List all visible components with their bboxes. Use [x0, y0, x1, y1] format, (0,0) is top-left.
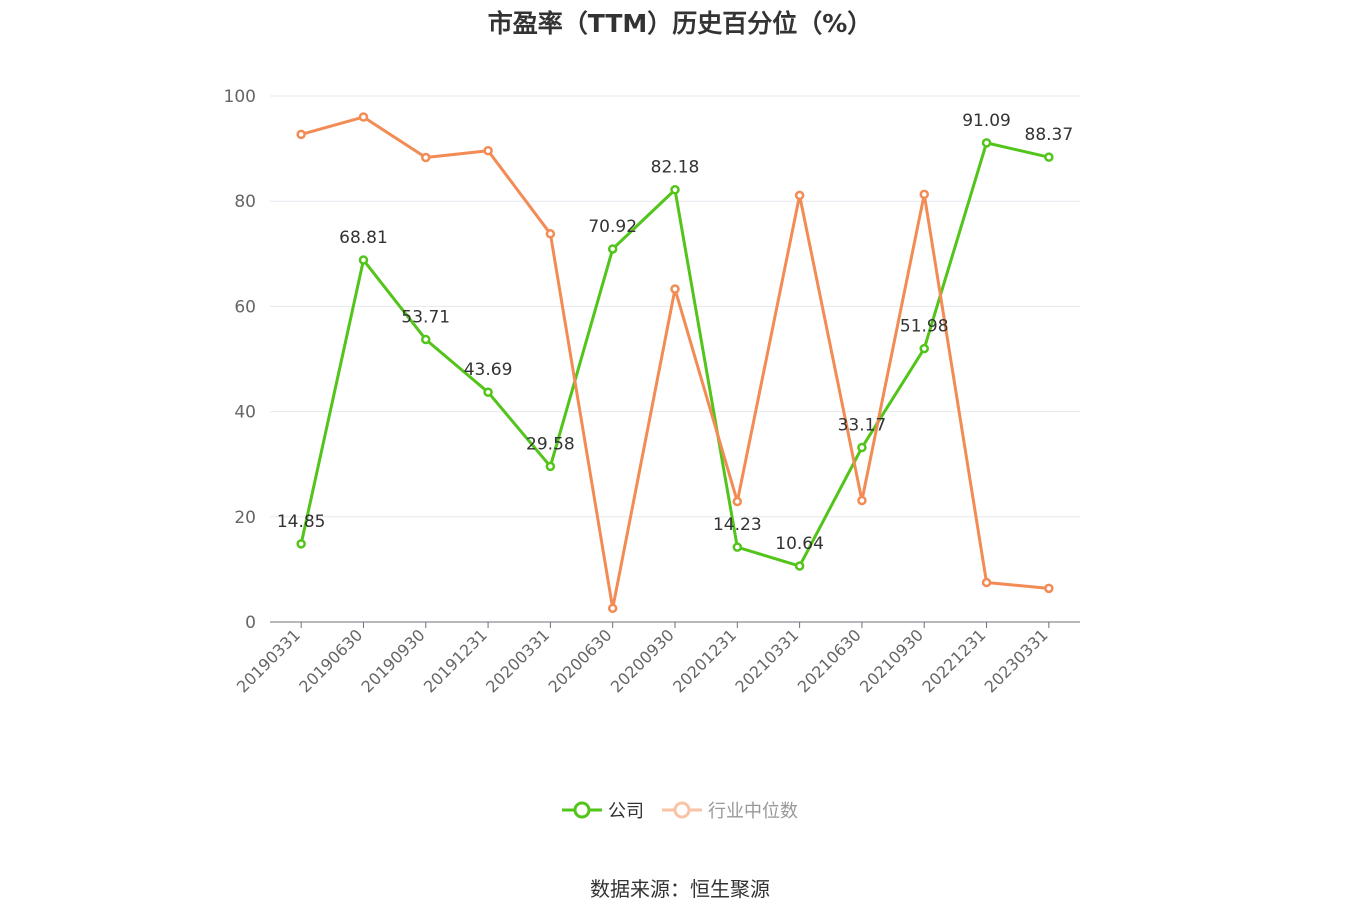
data-point-industry	[358, 112, 369, 122]
data-point-company	[1044, 152, 1054, 162]
data-label: 33.17	[838, 416, 887, 436]
legend-label-company: 公司	[608, 801, 644, 822]
data-point-company	[981, 138, 992, 148]
data-point-industry	[857, 495, 867, 506]
data-point-company	[857, 442, 867, 453]
y-tick-label: 100	[224, 87, 256, 107]
legend-item-company[interactable]: 公司	[562, 797, 644, 823]
data-point-company	[358, 255, 369, 265]
x-tick-label: 20221231	[918, 625, 989, 696]
data-point-company	[483, 387, 493, 397]
data-label: 88.37	[1025, 125, 1074, 145]
y-tick-label: 40	[234, 403, 256, 423]
data-point-company	[607, 244, 618, 254]
x-tick-label: 20200930	[607, 625, 678, 696]
legend-item-industry[interactable]: 行业中位数	[662, 797, 798, 823]
data-point-industry	[296, 129, 306, 140]
data-label: 51.98	[900, 317, 949, 337]
x-tick-label: 20210331	[731, 625, 802, 696]
x-tick-label: 20190630	[295, 625, 366, 696]
x-tick-label: 20190930	[358, 625, 429, 696]
data-label: 14.23	[713, 515, 762, 535]
source-note: 数据来源：恒生聚源	[590, 877, 770, 901]
x-tick-label: 20210930	[856, 625, 927, 696]
data-label: 70.92	[588, 217, 637, 237]
x-tick-label: 20210630	[794, 625, 865, 696]
legend-label-industry: 行业中位数	[708, 801, 798, 822]
data-point-industry	[794, 190, 805, 201]
data-point-company	[421, 334, 431, 345]
data-label: 82.18	[651, 158, 700, 178]
chart-title: 市盈率（TTM）历史百分位（%）	[487, 9, 873, 38]
grid-layer	[270, 95, 1080, 518]
x-tick-label: 20201231	[669, 625, 740, 696]
y-tick-label: 0	[245, 613, 256, 633]
data-label: 68.81	[339, 228, 388, 248]
data-label: 91.09	[962, 111, 1011, 131]
data-label: 10.64	[775, 534, 824, 554]
data-label: 53.71	[401, 307, 450, 327]
data-point-company	[296, 539, 306, 549]
data-label: 29.58	[526, 434, 575, 454]
data-point-industry	[607, 603, 618, 614]
data-label: 43.69	[464, 360, 513, 380]
series-line-company	[299, 141, 1050, 568]
x-tick-label: 20191231	[420, 625, 491, 696]
data-point-company	[732, 542, 743, 552]
line-chart: 0 20 40 60 80 100 2019033120190630201909302019…	[224, 87, 1080, 696]
data-point-industry	[732, 496, 743, 507]
data-point-industry	[1044, 583, 1054, 594]
y-tick-label: 60	[234, 297, 256, 317]
data-label-layer: 14.85 68.81 53.71 43.69 29.58 70.92 82.18 14.23…	[277, 111, 1073, 554]
x-tick-label: 20200331	[482, 625, 553, 696]
series-layer	[296, 112, 1054, 614]
legend-line-icon	[562, 801, 602, 819]
data-label: 14.85	[277, 512, 326, 532]
data-point-industry	[919, 189, 929, 200]
x-tick-label: 20200630	[545, 625, 616, 696]
x-tick-label: 20230331	[981, 625, 1052, 696]
legend-line-icon	[662, 801, 702, 819]
data-point-industry	[981, 577, 992, 588]
data-point-industry	[545, 229, 556, 239]
data-point-company	[670, 184, 680, 195]
data-point-company	[545, 461, 556, 472]
data-point-industry	[421, 152, 431, 163]
x-tick-label: 20190331	[233, 625, 304, 696]
y-tick-label: 20	[234, 508, 256, 528]
data-point-industry	[670, 284, 680, 294]
data-point-company	[794, 561, 805, 571]
data-point-industry	[483, 145, 493, 156]
legend: 公司 行业中位数	[0, 797, 1360, 823]
axis-layer: 0 20 40 60 80 100 2019033120190630201909302019…	[224, 87, 1080, 696]
y-tick-label: 80	[234, 192, 256, 212]
data-point-company	[919, 343, 929, 354]
